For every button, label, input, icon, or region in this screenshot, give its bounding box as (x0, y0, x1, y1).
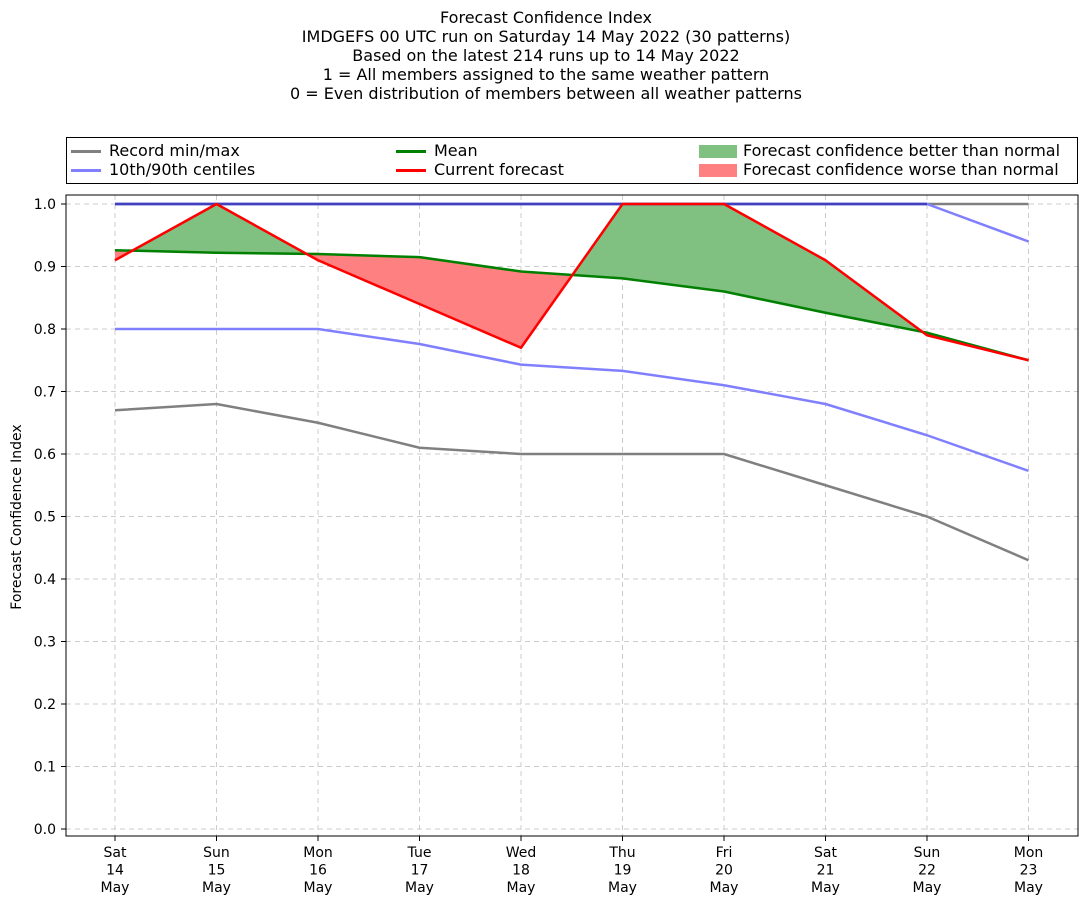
x-tick-label: Sun (203, 845, 230, 861)
series-current (114, 202, 1029, 362)
x-tick-label: May (507, 880, 536, 896)
legend-label-mean: Mean (434, 141, 478, 160)
title-line-1: Forecast Confidence Index (440, 8, 652, 27)
x-tick-label: May (202, 880, 231, 896)
y-tick-label: 0.9 (34, 260, 56, 276)
x-tick-label: Mon (1014, 845, 1044, 861)
series-record-min (114, 402, 1029, 562)
x-tick-label: May (1014, 880, 1043, 896)
legend-label-centiles: 10th/90th centiles (109, 160, 256, 179)
legend-item-worse: Forecast confidence worse than normal (699, 161, 1059, 179)
x-tick-label: 17 (411, 863, 429, 879)
series-p10 (115, 327, 1029, 473)
x-tick-label: Thu (608, 845, 635, 861)
legend-swatch-mean (396, 149, 426, 153)
x-tick-label: 14 (106, 863, 124, 879)
legend-item-better: Forecast confidence better than normal (699, 142, 1060, 160)
x-tick-label: May (405, 880, 434, 896)
title-line-4: 1 = All members assigned to the same wea… (322, 65, 770, 84)
legend-item-centiles: 10th/90th centiles (71, 161, 255, 179)
y-tick-label: 0.4 (34, 572, 56, 588)
title-line-5: 0 = Even distribution of members between… (289, 84, 803, 103)
x-tick-label: Sat (104, 845, 127, 861)
y-tick-label: 0.2 (34, 697, 56, 713)
legend-swatch-worse (699, 163, 737, 177)
legend-swatch-better (699, 144, 737, 158)
x-tick-label: 21 (817, 863, 835, 879)
legend-item-record: Record min/max (71, 142, 240, 160)
x-tick-label: Sun (914, 845, 941, 861)
x-tick-label: May (608, 880, 637, 896)
x-axis: Sat14MaySun15MayMon16MayTue17MayWed18May… (101, 836, 1044, 896)
title-line-2: IMDGEFS 00 UTC run on Saturday 14 May 20… (301, 27, 791, 46)
fill-better-segment (622, 204, 724, 292)
x-tick-label: 20 (715, 863, 733, 879)
y-axis-label: Forecast Confidence Index (9, 424, 25, 609)
y-tick-label: 0.7 (34, 385, 56, 401)
confidence-fills (115, 204, 1029, 361)
legend-swatch-current (396, 168, 426, 172)
x-tick-label: 22 (918, 863, 936, 879)
legend-item-mean: Mean (396, 142, 478, 160)
x-tick-label: May (811, 880, 840, 896)
legend-swatch-record (71, 149, 101, 153)
y-tick-label: 0.8 (34, 322, 56, 338)
fill-worse-segment (318, 254, 420, 304)
x-tick-label: Tue (407, 845, 432, 861)
legend-swatch-centiles (71, 168, 101, 172)
legend-label-better: Forecast confidence better than normal (743, 141, 1061, 160)
x-tick-label: Wed (506, 845, 537, 861)
x-tick-label: 15 (208, 863, 226, 879)
chart-title: Forecast Confidence Index IMDGEFS 00 UTC… (0, 8, 1092, 103)
y-tick-label: 0.0 (34, 822, 56, 838)
fill-better-segment (724, 204, 826, 313)
x-tick-label: Mon (303, 845, 333, 861)
x-tick-label: May (913, 880, 942, 896)
series-lines (114, 202, 1029, 562)
x-tick-label: Sat (814, 845, 837, 861)
legend-item-current: Current forecast (396, 161, 564, 179)
legend-label-record: Record min/max (109, 141, 240, 160)
legend-label-worse: Forecast confidence worse than normal (743, 160, 1059, 179)
y-tick-label: 1.0 (34, 197, 56, 213)
x-tick-label: May (101, 880, 130, 896)
y-tick-label: 0.3 (34, 635, 56, 651)
x-tick-label: May (304, 880, 333, 896)
y-tick-label: 0.1 (34, 760, 56, 776)
y-tick-label: 0.6 (34, 447, 56, 463)
x-tick-label: 16 (309, 863, 327, 879)
legend-label-current: Current forecast (434, 160, 564, 179)
legend: Record min/max 10th/90th centiles Mean C… (66, 137, 1078, 184)
x-tick-label: Fri (716, 845, 733, 861)
y-axis: 0.0 0.1 0.2 0.3 0.4 0.5 0.6 0.7 0.8 0.9 1.0 (34, 197, 66, 838)
y-tick-label: 0.5 (34, 510, 56, 526)
x-tick-label: 23 (1020, 863, 1038, 879)
x-tick-label: 19 (614, 863, 632, 879)
x-tick-label: 18 (512, 863, 530, 879)
plot-frame (65, 194, 1079, 837)
fill-worse-segment (419, 257, 521, 348)
x-tick-label: May (710, 880, 739, 896)
title-line-3: Based on the latest 214 runs up to 14 Ma… (352, 46, 740, 65)
